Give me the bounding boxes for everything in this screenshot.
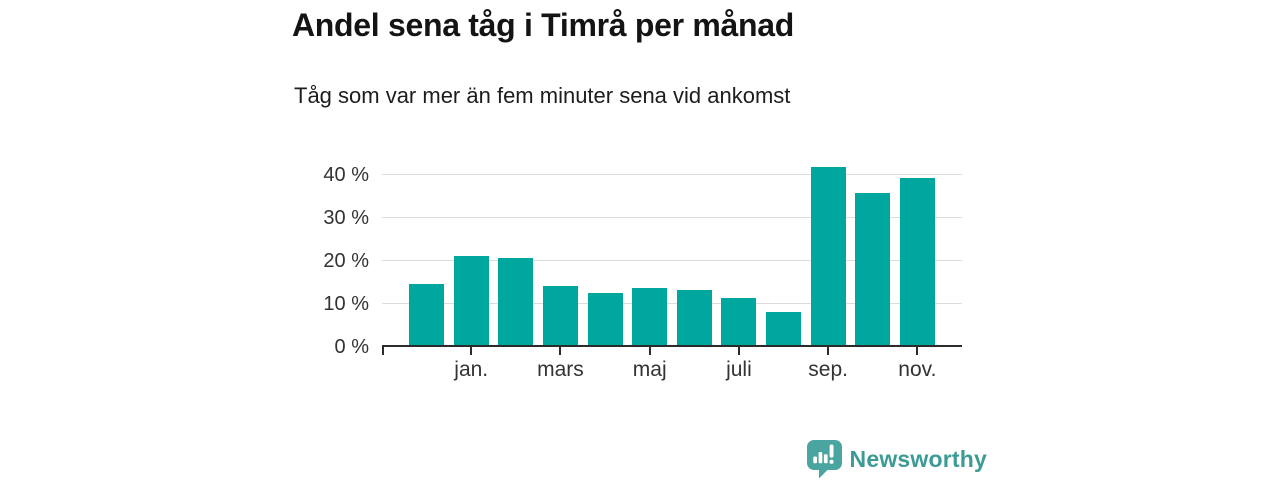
x-axis-line bbox=[382, 345, 962, 347]
x-axis-tick-label: sep. bbox=[808, 358, 848, 381]
x-axis-tick bbox=[916, 347, 919, 355]
bar bbox=[587, 292, 623, 347]
newsworthy-bars-icon bbox=[806, 440, 842, 479]
bar bbox=[498, 258, 534, 347]
gridline bbox=[382, 260, 962, 261]
chart-subtitle: Tåg som var mer än fem minuter sena vid … bbox=[294, 83, 791, 108]
x-axis-tick-label: jan. bbox=[454, 358, 489, 381]
newsworthy-logo[interactable]: Newsworthy bbox=[806, 440, 987, 479]
chart-title: Andel sena tåg i Timrå per månad bbox=[292, 7, 794, 43]
y-axis-tick-label: 10 % bbox=[323, 293, 369, 315]
y-axis-tick-label: 20 % bbox=[323, 250, 369, 272]
axis-start-tick bbox=[382, 347, 384, 355]
bar bbox=[542, 285, 578, 347]
x-axis-tick-label: mars bbox=[537, 358, 584, 381]
y-axis-tick-label: 0 % bbox=[334, 336, 369, 358]
y-axis-labels: 0 % 10 % 20 % 30 % 40 % bbox=[0, 162, 369, 358]
gridline bbox=[382, 174, 962, 175]
newsworthy-logo-text: Newsworthy bbox=[849, 446, 987, 472]
bar bbox=[855, 193, 891, 347]
bar bbox=[721, 297, 757, 347]
x-axis-tick-label: juli bbox=[726, 358, 752, 381]
bar bbox=[810, 166, 846, 347]
bar bbox=[632, 287, 668, 347]
y-axis-tick-label: 30 % bbox=[323, 207, 369, 229]
x-axis-tick bbox=[470, 347, 473, 355]
bar bbox=[409, 283, 445, 347]
gridline bbox=[382, 303, 962, 304]
bar bbox=[766, 312, 802, 347]
y-axis-tick-label: 40 % bbox=[323, 164, 369, 186]
x-axis-tick bbox=[648, 347, 651, 355]
bar bbox=[676, 290, 712, 347]
plot-area: jan. mars maj juli sep. nov. bbox=[382, 162, 962, 381]
x-axis-tick bbox=[737, 347, 740, 355]
x-axis-tick bbox=[827, 347, 830, 355]
x-axis-tick-label: maj bbox=[632, 358, 667, 381]
x-axis-tick-label: nov. bbox=[898, 358, 937, 381]
bar bbox=[899, 178, 935, 347]
bar bbox=[453, 256, 489, 347]
gridline bbox=[382, 217, 962, 218]
x-axis-tick bbox=[559, 347, 562, 355]
